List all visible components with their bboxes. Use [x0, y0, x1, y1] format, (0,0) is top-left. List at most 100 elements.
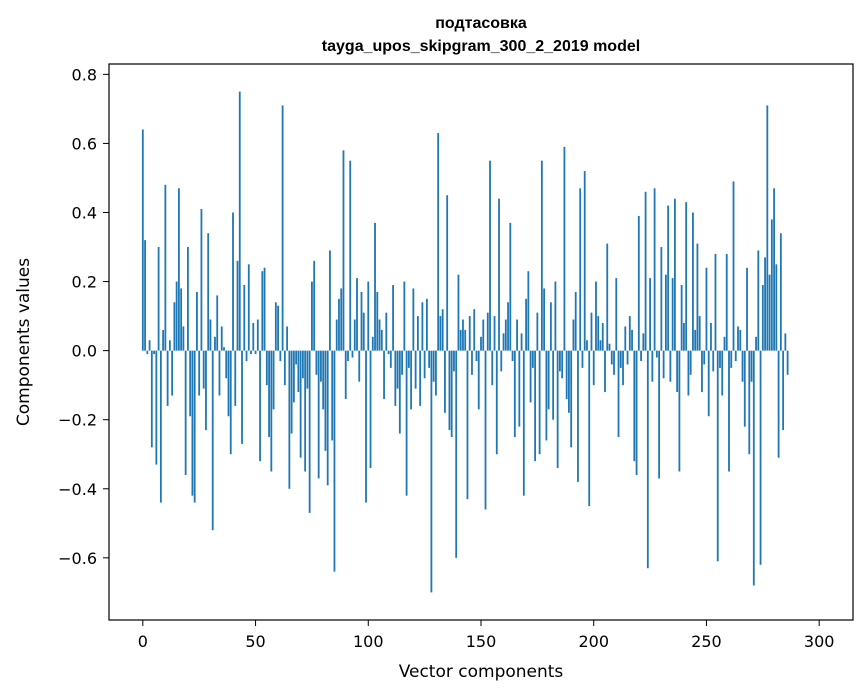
bar-251 [707, 350, 710, 417]
bar-235 [671, 278, 674, 351]
bar-123 [419, 350, 422, 406]
bar-153 [486, 312, 489, 351]
bar-89 [342, 150, 345, 351]
bar-179 [545, 350, 548, 441]
bar-50 [254, 350, 257, 355]
bar-170 [525, 298, 527, 351]
x-tick-label: 300 [804, 632, 835, 651]
bar-227 [653, 188, 656, 351]
bar-261 [730, 350, 733, 368]
bar-162 [507, 302, 509, 351]
bar-243 [689, 350, 692, 375]
bar-52 [259, 350, 261, 462]
bar-1 [144, 240, 146, 351]
bar-19 [184, 350, 187, 475]
bar-100 [367, 281, 370, 351]
bar-53 [261, 271, 264, 351]
bar-5 [153, 350, 155, 355]
bar-274 [759, 350, 762, 565]
bar-146 [471, 350, 473, 375]
bar-265 [739, 329, 742, 351]
bar-13 [171, 350, 174, 396]
bar-86 [335, 319, 338, 351]
bar-254 [714, 253, 717, 351]
bar-226 [651, 350, 654, 382]
y-tick-label: 0.8 [72, 65, 97, 84]
bar-277 [766, 105, 769, 351]
bar-245 [694, 329, 697, 351]
bar-163 [509, 222, 512, 351]
bar-283 [779, 233, 782, 351]
bar-23 [193, 350, 196, 503]
bar-118 [407, 350, 410, 368]
bar-47 [247, 264, 250, 351]
bar-199 [590, 312, 593, 351]
bar-281 [775, 264, 778, 351]
bar-26 [200, 209, 203, 351]
bar-73 [306, 350, 309, 389]
bar-203 [599, 340, 602, 351]
bar-92 [349, 160, 352, 351]
bar-15 [175, 281, 178, 351]
bar-55 [265, 350, 268, 386]
bar-134 [444, 350, 446, 413]
bar-273 [757, 250, 760, 351]
y-tick-label: 0.6 [72, 134, 97, 153]
bar-129 [432, 350, 435, 382]
bar-72 [304, 350, 307, 472]
bar-236 [673, 198, 676, 351]
bar-177 [540, 160, 543, 351]
bar-28 [205, 350, 207, 431]
bar-113 [396, 350, 399, 389]
bar-36 [223, 347, 225, 351]
bar-31 [211, 350, 214, 531]
bar-209 [613, 350, 615, 375]
bar-164 [511, 350, 514, 361]
bar-30 [209, 319, 212, 351]
bar-230 [660, 247, 663, 351]
y-tick-label: 0.2 [72, 273, 97, 292]
bar-21 [189, 350, 192, 417]
bar-4 [150, 350, 153, 448]
bar-71 [301, 350, 304, 379]
bar-61 [279, 350, 282, 361]
bar-224 [646, 350, 649, 569]
bar-49 [252, 323, 255, 351]
bar-141 [459, 329, 462, 351]
bar-124 [421, 302, 424, 351]
bar-35 [220, 326, 223, 351]
bar-266 [741, 350, 744, 382]
bar-48 [250, 350, 252, 355]
bar-80 [322, 350, 325, 410]
bar-147 [473, 309, 476, 351]
bar-223 [644, 191, 647, 351]
bar-176 [538, 350, 541, 455]
bar-148 [475, 350, 478, 361]
bar-51 [256, 319, 259, 351]
bar-240 [683, 323, 685, 351]
bar-205 [604, 350, 606, 393]
bar-187 [563, 146, 566, 351]
bar-101 [369, 350, 372, 469]
bar-96 [358, 350, 361, 382]
bar-259 [725, 253, 728, 351]
bar-214 [624, 326, 627, 351]
bar-117 [405, 350, 408, 496]
bar-39 [229, 350, 232, 455]
bar-14 [173, 302, 176, 351]
x-tick-label: 100 [353, 632, 384, 651]
bar-65 [288, 350, 291, 489]
bar-183 [554, 281, 557, 351]
bar-130 [435, 350, 437, 396]
bar-247 [698, 316, 701, 351]
bar-59 [274, 302, 277, 351]
bar-149 [477, 350, 480, 410]
bar-91 [347, 350, 349, 361]
bar-43 [238, 91, 241, 351]
bar-74 [308, 350, 311, 513]
bar-212 [619, 350, 622, 368]
bar-56 [268, 350, 270, 437]
bar-200 [592, 350, 595, 386]
bar-173 [531, 350, 534, 368]
